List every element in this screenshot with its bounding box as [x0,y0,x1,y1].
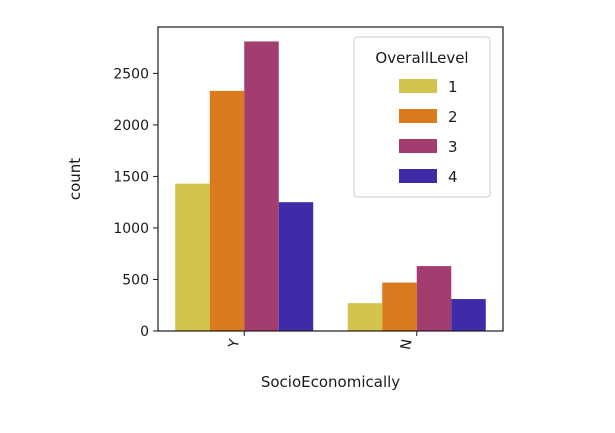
bar-N-level-3 [416,266,452,331]
legend-swatch-2 [399,109,437,123]
y-tick-label: 2000 [113,118,149,134]
bar-Y-level-2 [209,90,245,331]
y-axis: 0 500 1000 1500 2000 2500 [113,66,158,340]
y-tick-label: 2500 [113,66,149,82]
legend-swatch-1 [399,79,437,93]
legend-label: 2 [448,108,458,126]
x-tick-label: Y [226,337,243,350]
y-axis-label: count [66,158,84,200]
bar-Y-level-3 [244,41,279,331]
plot-frame [157,26,504,332]
bar-Y-level-1 [175,183,210,331]
legend-label: 3 [448,138,458,156]
legend-title: OverallLevel [375,49,468,67]
x-axis-label: SocioEconomically [261,373,400,391]
legend: OverallLevel 1 2 3 4 [353,36,491,198]
legend-swatch-4 [399,169,437,183]
bar-N-level-4 [451,299,486,331]
x-tick-label: N [398,338,416,351]
bars [175,41,486,331]
legend-swatch-3 [399,139,437,153]
y-tick-label: 1500 [113,169,149,185]
y-tick-label: 1000 [113,221,149,237]
legend-label: 4 [448,168,458,186]
legend-label: 1 [448,78,458,96]
y-tick-label: 500 [122,272,149,288]
bar-Y-level-4 [278,202,314,331]
y-tick-label: 0 [140,324,149,340]
bar-N-level-2 [382,282,417,331]
bar-N-level-1 [347,303,383,331]
